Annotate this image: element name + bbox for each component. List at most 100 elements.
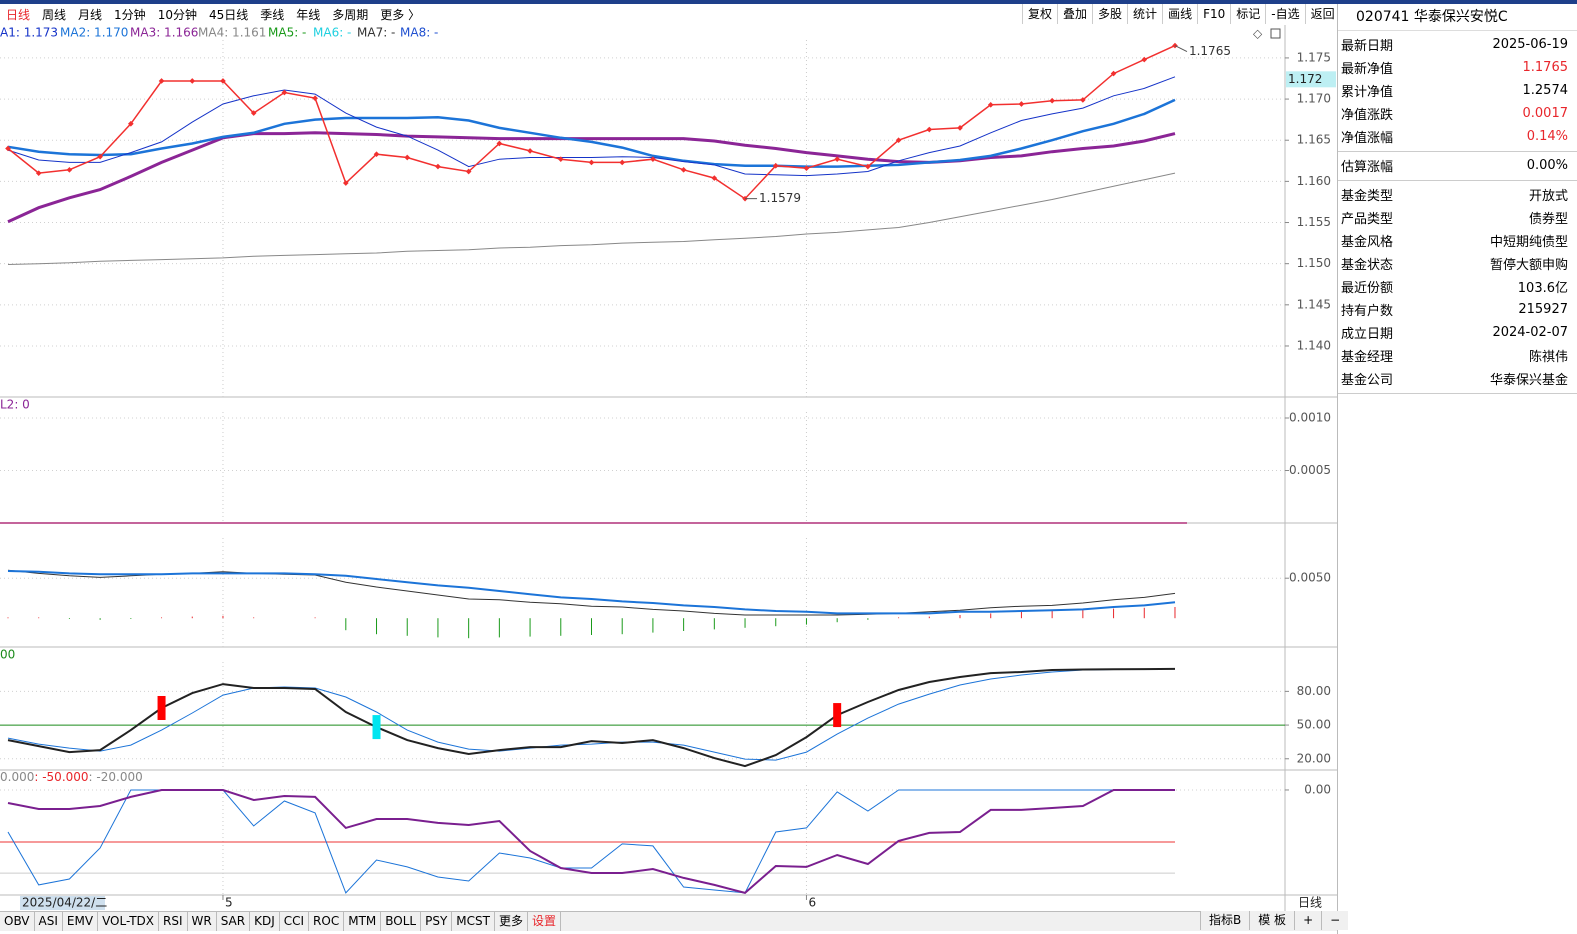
indicator-tab[interactable]: 指标B (1200, 911, 1249, 930)
period-tab[interactable]: 10分钟 (157, 7, 197, 22)
cursor-date-box (20, 896, 105, 910)
info-label: 持有户数 (1341, 304, 1394, 319)
ma-legend: MA8: - (400, 26, 438, 40)
indicator-tab[interactable]: EMV (63, 912, 99, 931)
annotation-label: 1.1579 (759, 191, 801, 205)
indicator-tab[interactable]: + (1294, 911, 1321, 930)
indicator-tab[interactable]: 更多 (495, 912, 528, 931)
panel-label-part: : -20.000 (89, 770, 143, 784)
indicator-tab[interactable]: 设置 (528, 912, 562, 931)
period-tab[interactable]: 季线 (260, 7, 285, 22)
info-row: 净值涨幅 0.14% (1338, 125, 1577, 148)
period-tab[interactable]: 月线 (78, 7, 103, 22)
panel-label-part: : -50.000 (34, 770, 88, 784)
period-tab[interactable]: 45日线 (208, 7, 249, 22)
info-value: 2024-02-07 (1492, 325, 1568, 340)
indicator-tab[interactable]: RSI (159, 912, 188, 931)
y-tick-label: 0.00 (1304, 782, 1331, 796)
period-tab[interactable]: 更多 〉 (380, 7, 421, 22)
ma-legend: MA6: - (313, 26, 351, 40)
period-tab[interactable]: 周线 (42, 7, 67, 22)
series-line (7, 789, 1175, 894)
info-row: 产品类型 债券型 (1338, 206, 1577, 229)
series-line (7, 172, 1176, 265)
point-marker (680, 167, 687, 173)
ma-legend: MA7: - (357, 26, 395, 40)
indicator-tab[interactable]: SAR (217, 912, 251, 931)
info-label: 最新净值 (1341, 62, 1394, 77)
period-tab[interactable]: 多周期 (332, 7, 369, 22)
period-bar: 日线 周线 月线 1分钟 10分钟 45日线 季线 年线 多周期 更多 〉 (0, 4, 426, 24)
tool-button[interactable]: 画线 (1162, 4, 1197, 24)
point-marker (588, 159, 595, 166)
info-value: 中短期纯债型 (1489, 235, 1568, 250)
info-row: 最新日期 2025-06-19 (1338, 33, 1577, 56)
y-tick-label: 80.00 (1297, 684, 1331, 698)
indicator-tab[interactable]: WR (188, 912, 217, 931)
period-tab[interactable]: 1分钟 (114, 7, 146, 22)
indicator-tabs-right: 指标B 模 板 + − (1200, 911, 1349, 930)
tool-bar: 复权 叠加 多股 统计 画线 F10 标记 -自选 返回 (1022, 4, 1340, 24)
panel-label: 00 (0, 648, 15, 662)
indicator-tab[interactable]: OBV (0, 912, 35, 931)
info-row: 基金经理 陈祺伟 (1338, 344, 1577, 367)
info-label: 净值涨幅 (1341, 131, 1394, 146)
point-marker (1049, 97, 1055, 104)
info-label: 成立日期 (1341, 327, 1394, 342)
point-marker (373, 151, 380, 158)
point-marker (128, 120, 134, 127)
indicator-tab[interactable]: VOL-TDX (98, 912, 159, 931)
indicator-tab[interactable]: MTM (344, 912, 382, 931)
period-tab[interactable]: 日线 (6, 7, 31, 22)
series-line (7, 44, 1176, 200)
tool-button[interactable]: 叠加 (1057, 4, 1092, 24)
indicator-tab[interactable]: BOLL (381, 912, 422, 931)
ma-legend: A1: 1.173 (0, 26, 58, 40)
point-marker (1080, 97, 1086, 103)
indicator-tab[interactable]: KDJ (250, 912, 280, 931)
series-line (7, 789, 1175, 895)
point-marker (1141, 56, 1148, 63)
tool-button[interactable]: 多股 (1092, 4, 1127, 24)
period-label: 日线 (1298, 896, 1322, 910)
info-value: 0.00% (1526, 158, 1568, 173)
point-marker (250, 110, 257, 116)
point-marker (772, 162, 779, 169)
indicator-tab[interactable]: 模 板 (1249, 911, 1294, 930)
series-line (7, 76, 1176, 177)
y-tick-label: 1.170 (1297, 92, 1331, 106)
period-tab[interactable]: 年线 (296, 7, 321, 22)
y-tick-label: 0.0050 (1289, 571, 1331, 585)
point-marker (189, 78, 196, 84)
point-marker (557, 156, 564, 162)
tool-button[interactable]: 标记 (1230, 4, 1265, 24)
point-marker (1018, 101, 1025, 107)
y-tick-label: 1.145 (1297, 297, 1331, 311)
tool-button[interactable]: 复权 (1022, 4, 1057, 24)
info-label: 基金状态 (1341, 258, 1394, 273)
point-marker (650, 156, 656, 162)
panel-label: 0.000: -50.000: -20.000 (0, 770, 143, 784)
indicator-tab[interactable]: MCST (452, 912, 495, 931)
indicator-tab[interactable]: ASI (35, 912, 63, 931)
indicator-tab[interactable]: CCI (280, 912, 310, 931)
top-border (0, 0, 1577, 4)
cursor-price-box (1286, 71, 1336, 88)
point-marker (66, 167, 73, 173)
indicator-tab[interactable]: − (1321, 911, 1348, 930)
point-marker (281, 89, 288, 96)
tool-button[interactable]: 统计 (1127, 4, 1162, 24)
chart: 1.175 1.170 1.165 1.160 1.155 1.150 1.145 1.140… (0, 25, 1337, 911)
tool-button[interactable]: 返回 (1304, 4, 1340, 24)
tool-button[interactable]: F10 (1197, 4, 1230, 24)
point-marker (342, 180, 349, 186)
info-row: 最近份额 103.6亿 (1338, 275, 1577, 298)
info-label: 最近份额 (1341, 281, 1394, 296)
info-panel: 020741 华泰保兴安悦C 最新日期 2025-06-19 最新净值 1.1765 累计… (1337, 4, 1577, 934)
tool-button[interactable]: -自选 (1265, 4, 1304, 24)
indicator-tab[interactable]: PSY (421, 912, 453, 931)
indicator-tab[interactable]: ROC (309, 912, 345, 931)
y-tick-label: 1.165 (1297, 133, 1331, 147)
cursor-price: 1.172 (1288, 72, 1322, 86)
